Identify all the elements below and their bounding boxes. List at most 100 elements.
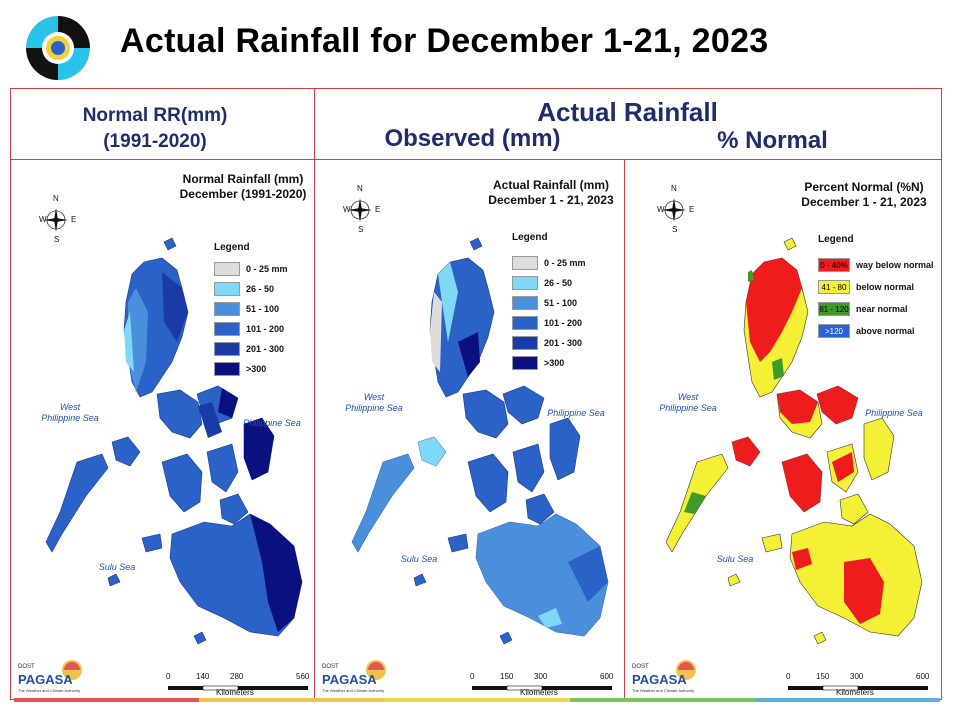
map2-legend-item: 101 - 200	[512, 316, 582, 330]
legend-swatch	[512, 316, 538, 330]
map3-sea-south: Sulu Sea	[716, 554, 754, 564]
compass-n: N	[357, 184, 363, 193]
map2-scale-unit: Kilometers	[520, 688, 558, 697]
legend-swatch: 0 - 40%	[818, 258, 850, 272]
map1-legend-item: >300	[214, 362, 266, 376]
pagasa-logo-icon: DOST PAGASA The Weather and Climate Auth…	[18, 660, 82, 693]
sea-west-line2: Philippine Sea	[659, 403, 717, 413]
map2-title: Actual Rainfall (mm) December 1 - 21, 20…	[486, 178, 616, 208]
pagasa-logo-icon: DOST PAGASA The Weather and Climate Auth…	[322, 660, 386, 693]
map3-scale-unit: Kilometers	[836, 688, 874, 697]
map1-title: Normal Rainfall (mm) December (1991-2020…	[178, 172, 308, 202]
map1-scale-3: 560	[296, 672, 310, 681]
map2-title-line2: December 1 - 21, 2023	[488, 193, 614, 207]
legend-swatch	[512, 256, 538, 270]
map3-scale-bar	[788, 685, 928, 691]
legend-swatch	[214, 322, 240, 336]
map-actual-rainfall	[351, 237, 609, 645]
map1-legend-title: Legend	[214, 242, 250, 253]
map1-legend-item: 201 - 300	[214, 342, 284, 356]
legend-label: 51 - 100	[544, 298, 578, 308]
compass-s: S	[54, 235, 60, 244]
legend-swatch: >120	[818, 324, 850, 338]
map3-legend-item: 41 - 80 below normal	[818, 280, 914, 294]
legend-swatch	[512, 296, 538, 310]
map2-legend-item: 51 - 100	[512, 296, 577, 310]
north-arrow	[40, 198, 72, 250]
compass-w: W	[657, 205, 665, 214]
panel-divider-2	[624, 159, 625, 700]
legend-label: 201 - 300	[544, 338, 583, 348]
percent-header: % Normal	[717, 127, 828, 154]
legend-swatch: 81 - 120	[818, 302, 850, 316]
svg-text:The Weather and Climate Author: The Weather and Climate Authority	[322, 688, 384, 693]
compass-n: N	[53, 194, 59, 203]
strip-segment	[199, 698, 385, 702]
panel-percent-normal: N S W E Percent Normal (%N) December 1 -…	[626, 162, 940, 698]
legend-label: 101 - 200	[246, 324, 285, 334]
sea-west-line1: West	[677, 392, 699, 402]
map1-scale-2: 280	[230, 672, 244, 681]
map-normal-rainfall	[45, 237, 303, 645]
map2-legend-item: >300	[512, 356, 564, 370]
legend-label: above normal	[856, 326, 915, 336]
map1-scale-bar	[168, 685, 308, 691]
legend-swatch	[512, 356, 538, 370]
map2-sea-south: Sulu Sea	[400, 554, 438, 564]
strip-segment	[569, 698, 755, 702]
legend-label: 51 - 100	[246, 304, 280, 314]
pagasa-logo-icon: DOST PAGASA The Weather and Climate Auth…	[632, 660, 696, 693]
map3-sea-east: Philippine Sea	[865, 408, 923, 418]
map2-scale-2: 300	[534, 672, 548, 681]
compass-rose-icon	[662, 198, 686, 222]
compass-e: E	[71, 215, 77, 224]
svg-text:PAGASA: PAGASA	[632, 672, 687, 687]
panel-normal-rainfall: N S W E Normal Rainfall (mm) December (1…	[12, 162, 314, 698]
sea-west-line1: West	[363, 392, 385, 402]
svg-text:DOST: DOST	[18, 664, 35, 670]
map1-legend-item: 51 - 100	[214, 302, 279, 316]
legend-swatch	[512, 276, 538, 290]
svg-text:The Weather and Climate Author: The Weather and Climate Authority	[18, 688, 80, 693]
legend-label: 26 - 50	[246, 284, 275, 294]
legend-label: 201 - 300	[246, 344, 285, 354]
map2-scale-3: 600	[600, 672, 614, 681]
compass-rose-icon	[348, 198, 372, 222]
map3-legend-item: >120 above normal	[818, 324, 915, 338]
map1-legend-item: 26 - 50	[214, 282, 274, 296]
legend-label: >300	[246, 364, 267, 374]
strip-segment	[384, 698, 570, 702]
sea-west-line2: Philippine Sea	[41, 413, 99, 423]
map3-title: Percent Normal (%N) December 1 - 21, 202…	[794, 180, 934, 210]
slide-title: Actual Rainfall for December 1-21, 2023	[120, 22, 769, 60]
legend-swatch	[214, 342, 240, 356]
pagasa-logo-1: DOST PAGASA The Weather and Climate Auth…	[16, 658, 94, 696]
legend-swatch	[512, 336, 538, 350]
normal-header: Normal RR(mm) (1991-2020)	[30, 103, 280, 155]
map1-scale-unit: Kilometers	[216, 688, 254, 697]
map1-legend-item: 101 - 200	[214, 322, 284, 336]
map2-sea-west: West Philippine Sea	[344, 392, 404, 414]
legend-label: way below normal	[856, 260, 934, 270]
map2-legend-item: 201 - 300	[512, 336, 582, 350]
strip-segment	[14, 698, 200, 702]
map2-legend-item: 26 - 50	[512, 276, 572, 290]
legend-label: 0 - 25 mm	[544, 258, 586, 268]
svg-text:PAGASA: PAGASA	[18, 672, 73, 687]
north-arrow	[658, 188, 690, 240]
map3-scale-2: 300	[850, 672, 864, 681]
map2-scale-0: 0	[470, 672, 475, 681]
compass-n: N	[671, 184, 677, 193]
compass-rose-icon	[44, 208, 68, 232]
map3-sea-west: West Philippine Sea	[658, 392, 718, 414]
compass-e: E	[689, 205, 695, 214]
panel-actual-rainfall: N S W E Actual Rainfall (mm) December 1 …	[316, 162, 622, 698]
map3-legend-item: 0 - 40% way below normal	[818, 258, 934, 272]
strip-segment	[754, 698, 941, 702]
legend-label: below normal	[856, 282, 915, 292]
map2-scale-1: 150	[500, 672, 514, 681]
map2-scale-bar	[472, 685, 612, 691]
svg-text:The Weather and Climate Author: The Weather and Climate Authority	[632, 688, 694, 693]
panel-divider-1	[314, 159, 315, 700]
compass-s: S	[672, 225, 678, 234]
